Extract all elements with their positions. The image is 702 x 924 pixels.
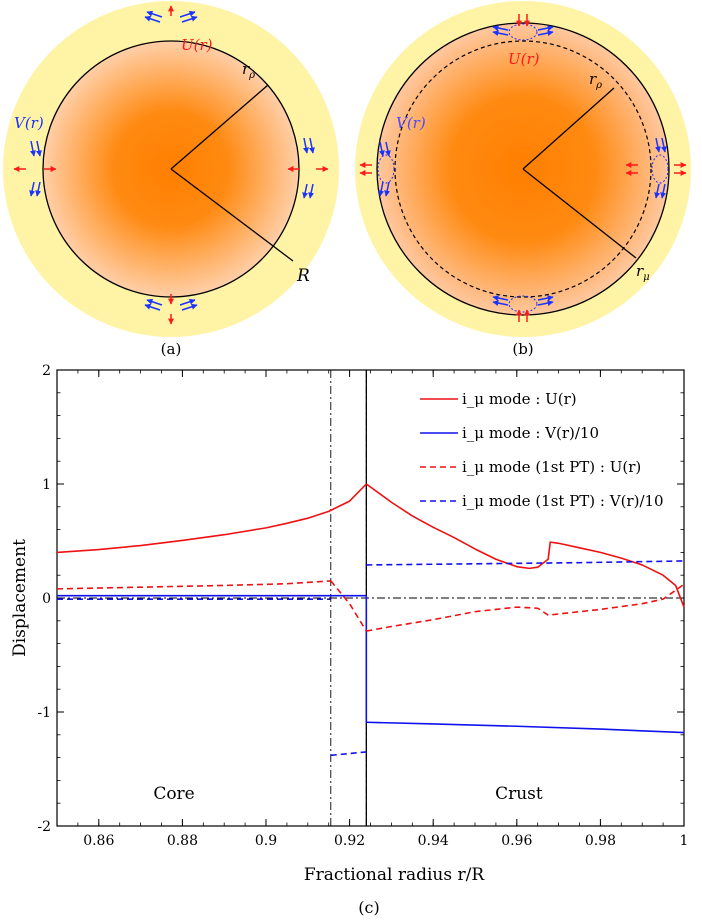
bumps-b — [377, 23, 669, 313]
x-tick-label: 1 — [680, 833, 689, 849]
r-rho-label-b: rρ — [589, 70, 602, 91]
r-mu-label-b: rμ — [636, 262, 650, 283]
panel-b: U(r) V(r) rρ rμ (b) — [355, 1, 691, 358]
y-tick-label: -1 — [37, 705, 51, 721]
x-tick-label: 0.86 — [83, 833, 114, 849]
series-line-1 — [56, 483, 367, 554]
R-label-a: R — [296, 266, 310, 286]
series-line-4 — [330, 751, 367, 757]
series-line-3 — [330, 580, 368, 632]
region-label: Crust — [495, 784, 543, 804]
arrows-left-b — [359, 141, 391, 197]
legend-label: i_μ mode (1st PT) : V(r)/10 — [462, 492, 664, 510]
legend-label: i_μ mode : V(r)/10 — [462, 424, 599, 442]
series-line-1 — [365, 483, 685, 608]
arrows-top-a — [144, 5, 198, 23]
surface-circle-b — [376, 22, 670, 316]
x-axis-label: Fractional radius r/R — [304, 865, 486, 885]
series-line-3 — [366, 583, 685, 632]
x-tick-label: 0.98 — [585, 833, 616, 849]
series-line-3 — [56, 580, 331, 590]
region-label: Core — [153, 784, 194, 804]
r-rho-label-a: rρ — [242, 60, 255, 81]
caption-a: (a) — [161, 340, 182, 358]
arrows-bottom-a — [144, 294, 198, 325]
y-tick-label: -2 — [37, 819, 51, 835]
caption-b: (b) — [512, 340, 533, 358]
x-tick-label: 0.94 — [418, 833, 449, 849]
caption-c: (c) — [358, 898, 379, 917]
x-tick-label: 0.9 — [255, 833, 277, 849]
x-tick-label: 0.88 — [167, 833, 198, 849]
series-line-4 — [366, 560, 685, 566]
chart-plot: 0.86 0.88 0.9 0.92 0.94 0.96 0.98 1 -2 -1 0 1 2 Core C… — [37, 363, 688, 849]
panel-c: 0.86 0.88 0.9 0.92 0.94 0.96 0.98 1 -2 -1 0 1 2 Core C… — [10, 363, 688, 917]
arrows-bottom-b — [492, 295, 554, 322]
r-rho-dashed-circle — [394, 40, 652, 298]
arrows-left-a — [13, 140, 57, 197]
arrows-right-a — [287, 137, 329, 199]
V-label-a: V(r) — [14, 114, 44, 132]
radius-R-line — [170, 168, 294, 262]
x-tick-label: 0.96 — [501, 833, 532, 849]
radius-r-rho-line-b — [522, 87, 615, 170]
y-tick-label: 0 — [42, 591, 51, 607]
x-tick-label: 0.92 — [334, 833, 365, 849]
arrows-right-b — [625, 137, 687, 199]
arrows-top-b — [492, 14, 554, 37]
series-line-2 — [366, 721, 685, 734]
radius-r-rho-line — [170, 84, 269, 170]
radius-r-mu-line-b — [522, 168, 637, 259]
y-axis-label: Displacement — [10, 539, 30, 657]
legend-label: i_μ mode : U(r) — [462, 390, 577, 408]
U-label-b: U(r) — [508, 50, 540, 68]
y-tick-label: 2 — [42, 363, 51, 379]
V-label-b: V(r) — [396, 114, 426, 132]
y-tick-label: 1 — [42, 477, 51, 493]
legend-label: i_μ mode (1st PT) : U(r) — [462, 458, 641, 476]
panel-a: U(r) V(r) rρ R (a) — [3, 1, 339, 358]
U-label-a: U(r) — [181, 36, 213, 54]
